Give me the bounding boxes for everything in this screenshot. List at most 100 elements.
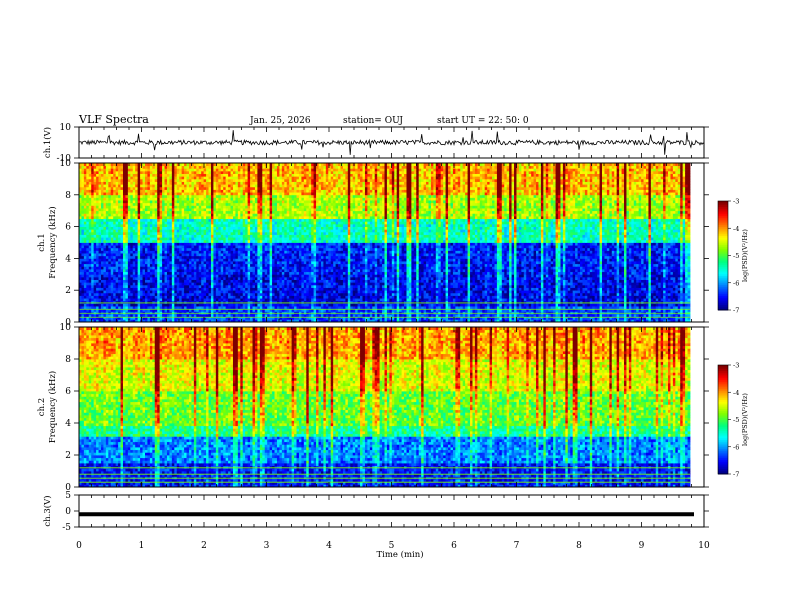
spectrogram-cell	[144, 261, 148, 265]
spectrogram-cell	[166, 274, 170, 278]
spectrogram-cell	[230, 186, 234, 190]
spectrogram-cell	[166, 197, 170, 201]
spectrogram-cell	[164, 202, 168, 206]
spectrogram-cell	[174, 194, 178, 198]
spectrogram-cell	[118, 295, 121, 299]
spectrogram-cell	[225, 165, 229, 169]
spectrogram-cell	[105, 308, 109, 312]
spectrogram-cell	[98, 290, 102, 294]
spectrogram-cell	[125, 205, 129, 209]
spectrogram-cell	[83, 189, 87, 193]
spectrogram-cell	[213, 250, 217, 254]
spectrogram-cell	[88, 295, 92, 299]
spectrogram-cell	[240, 165, 244, 169]
spectrogram-cell	[269, 208, 273, 212]
spectrogram-cell	[196, 163, 200, 167]
spectrogram-cell	[264, 184, 268, 188]
spectrogram-cell	[93, 218, 97, 222]
spectrogram-cell	[242, 176, 246, 180]
spectrogram-cell	[81, 271, 85, 275]
spectrogram-cell	[201, 274, 205, 278]
spectrogram-cell	[81, 221, 85, 225]
spectrogram-cell	[79, 218, 82, 222]
spectrogram-cell	[206, 178, 209, 182]
spectrogram-cell	[142, 208, 146, 212]
spectrogram-cell	[115, 314, 119, 318]
spectrogram-cell	[142, 292, 146, 296]
spectrogram-cell	[247, 250, 251, 254]
spectrogram-cell	[220, 223, 224, 227]
spectrogram-cell	[166, 170, 170, 174]
spectrogram-cell	[154, 247, 158, 251]
spectrogram-cell	[223, 165, 227, 169]
spectrogram-cell	[242, 306, 246, 310]
spectrogram-cell	[96, 221, 99, 225]
spectrogram-cell	[144, 176, 148, 180]
spectrogram-cell	[213, 186, 217, 190]
spectrogram-cell	[196, 308, 200, 312]
spectrogram-cell	[274, 213, 278, 217]
spectrogram-cell	[223, 253, 227, 257]
spectrogram-cell	[164, 306, 168, 310]
spectrogram-cell	[225, 247, 229, 251]
spectrogram-cell	[132, 168, 136, 172]
spectrogram-cell	[81, 287, 85, 291]
spectrogram-cell	[208, 205, 212, 209]
spectrogram-cell	[269, 194, 273, 198]
spectrogram-cell	[240, 200, 244, 204]
spectrogram-cell	[232, 216, 236, 220]
spectrogram-cell	[210, 290, 214, 294]
spectrogram-cell	[103, 163, 107, 167]
spectrogram-cell	[247, 287, 251, 291]
spectrogram-cell	[245, 231, 249, 235]
spectrogram-cell	[184, 221, 187, 225]
spectrogram-cell	[228, 231, 231, 235]
spectrogram-cell	[166, 226, 170, 230]
spectrogram-cell	[206, 253, 209, 257]
spectrogram-cell	[262, 253, 266, 257]
spectrogram-cell	[110, 314, 114, 318]
spectrogram-cell	[86, 239, 90, 243]
spectrogram-cell	[262, 186, 266, 190]
spectrogram-cell	[171, 295, 175, 299]
spectrogram-cell	[220, 178, 224, 182]
spectrogram-cell	[140, 266, 143, 270]
spectrogram-cell	[225, 178, 229, 182]
spectrogram-cell	[198, 314, 202, 318]
spectrogram-cell	[171, 250, 175, 254]
spectrogram-cell	[171, 176, 175, 180]
spectrogram-cell	[274, 284, 278, 288]
spectrogram-cell	[166, 200, 170, 204]
spectrogram-cell	[101, 218, 104, 222]
spectrogram-cell	[103, 210, 107, 214]
spectrogram-cell	[232, 316, 236, 320]
spectrogram-cell	[210, 189, 214, 193]
spectrogram-cell	[240, 184, 244, 188]
spectrogram-cell	[223, 306, 227, 310]
spectrogram-cell	[276, 300, 280, 304]
spectrogram-cell	[240, 255, 244, 259]
spectrogram-cell	[188, 266, 192, 270]
spectrogram-cell	[110, 229, 114, 233]
spectrogram-cell	[252, 213, 256, 217]
spectrogram-cell	[142, 168, 146, 172]
spectrogram-cell	[242, 237, 246, 241]
spectrogram-cell	[91, 231, 95, 235]
spectrogram-cell	[237, 200, 241, 204]
spectrogram-cell	[250, 316, 253, 320]
spectrogram-cell	[179, 314, 183, 318]
spectrogram-cell	[132, 173, 136, 177]
spectrogram-cell	[232, 237, 236, 241]
spectrogram-cell	[250, 170, 253, 174]
spectrogram-cell	[79, 245, 82, 249]
spectrogram-cell	[154, 242, 158, 246]
spectrogram-cell	[242, 181, 246, 185]
spectrogram-cell	[166, 245, 170, 249]
spectrogram-cell	[210, 168, 214, 172]
spectrogram-cell	[193, 247, 197, 251]
spectrogram-cell	[252, 234, 256, 238]
spectrogram-cell	[166, 192, 170, 196]
spectrogram-cell	[252, 245, 256, 249]
spectrogram-cell	[191, 319, 195, 323]
spectrogram-cell	[135, 269, 139, 273]
